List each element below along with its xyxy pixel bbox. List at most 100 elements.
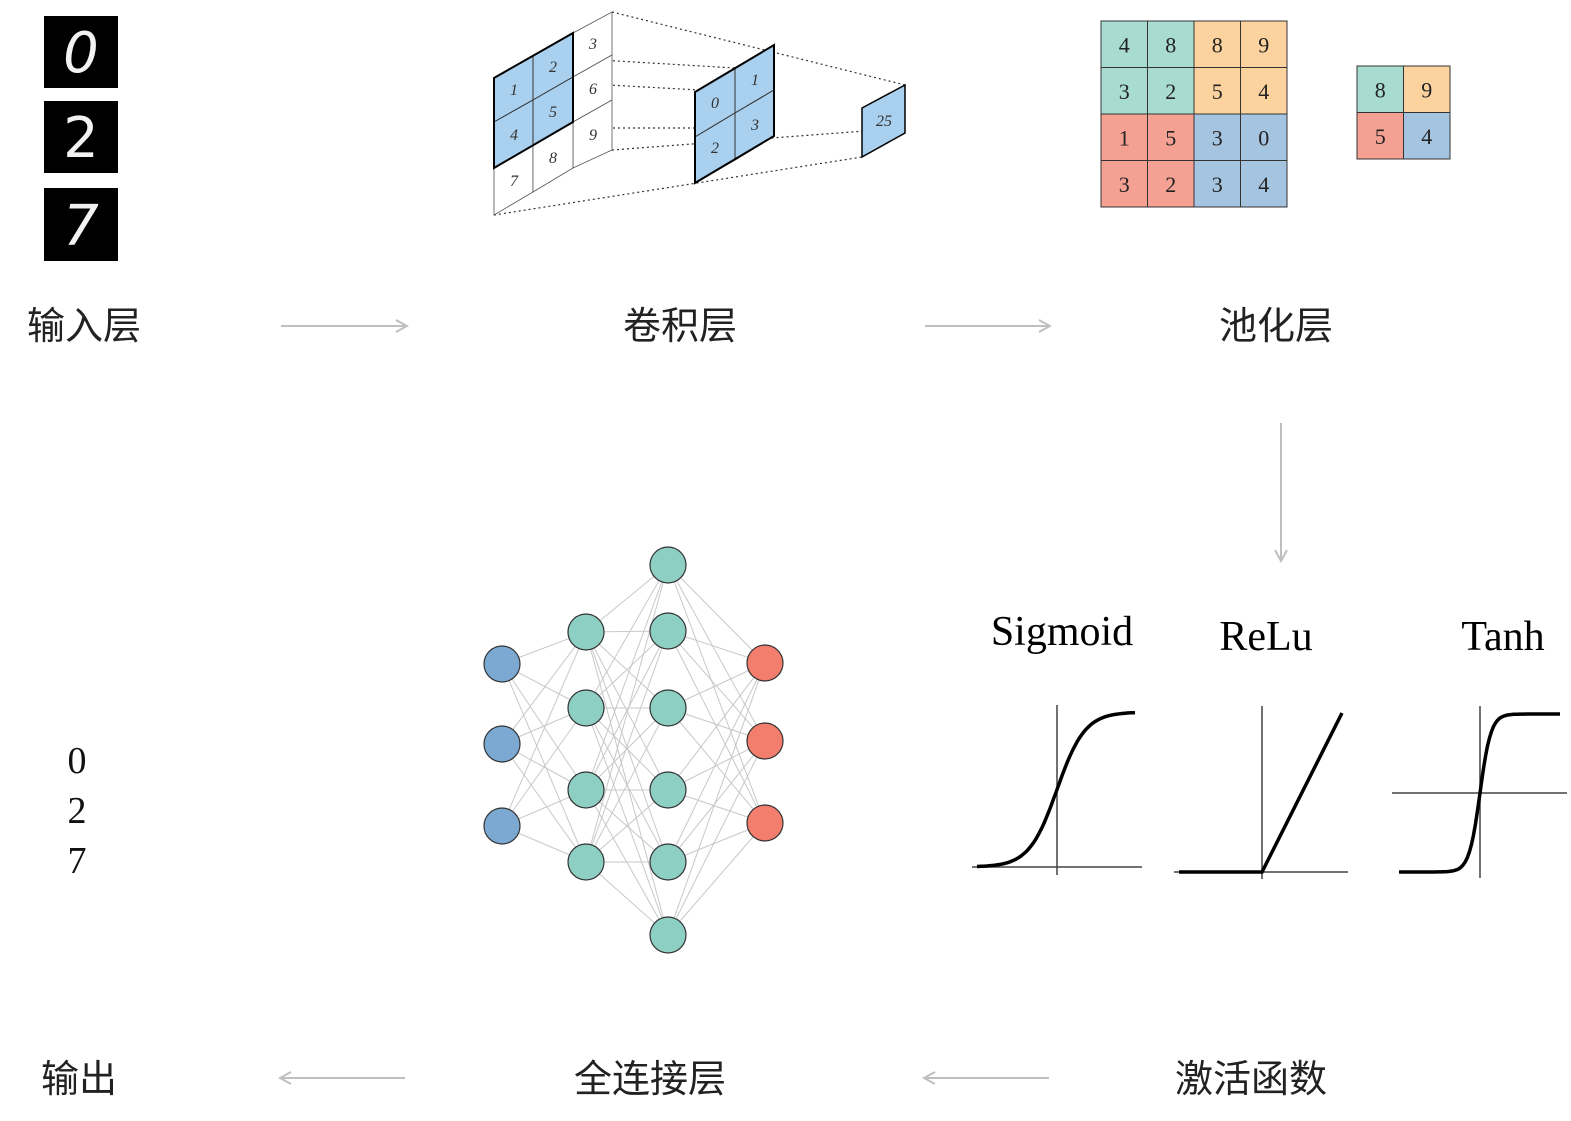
output-node (746, 722, 784, 760)
hidden-node (567, 689, 605, 727)
pool-cell (1240, 20, 1288, 68)
pooled-cell (1403, 112, 1451, 160)
pool-cell-value: 3 (1212, 172, 1223, 197)
network-edge (667, 564, 766, 742)
hidden-node (649, 689, 687, 727)
digit-image-label: 2 (63, 106, 99, 171)
conv-input-cell: 7 (510, 173, 519, 190)
pool-cell-value: 3 (1119, 79, 1130, 104)
pooled-cell (1403, 65, 1451, 113)
pool-cell (1147, 160, 1195, 208)
pool-cell (1240, 67, 1288, 115)
hidden-node (567, 843, 605, 881)
convolution-illustration: 1 2 3 4 5 6 7 8 9 0 1 2 3 25 (493, 11, 906, 216)
pool-cell-value: 4 (1119, 32, 1130, 57)
digit-image-2: 2 (44, 101, 118, 173)
tanh-curve (1399, 712, 1560, 874)
conv-kernel-cell: 3 (750, 117, 759, 134)
network-edge (667, 662, 766, 791)
digit-image-label: 0 (63, 21, 99, 86)
pool-cell-value: 8 (1212, 32, 1223, 57)
pool-cell (1193, 160, 1241, 208)
conv-result-value: 25 (876, 113, 892, 130)
conv-input-cell: 9 (589, 127, 597, 144)
hidden-node (649, 843, 687, 881)
network-edge (501, 663, 587, 791)
network-edge (585, 630, 669, 791)
pooled-cell-value: 5 (1375, 124, 1386, 149)
stage-label-conv: 卷积层 (623, 304, 737, 348)
network-edge (667, 822, 766, 936)
pool-cell (1100, 113, 1148, 161)
pool-cell-value: 8 (1165, 32, 1176, 57)
digit-image-0: 0 (44, 16, 118, 88)
network-edges (501, 564, 766, 936)
pool-cell (1147, 113, 1195, 161)
activation-functions: Sigmoid ReLu Tanh (972, 609, 1567, 879)
network-edge (585, 630, 669, 709)
pooling-output-grid: 8 9 5 4 (1356, 65, 1451, 160)
pooled-cell-value: 4 (1421, 124, 1432, 149)
network-edge (667, 740, 766, 863)
conv-input-cell: 1 (510, 82, 518, 99)
hidden-node (567, 771, 605, 809)
digit-image-label: 7 (63, 194, 99, 259)
pooled-cell (1356, 112, 1404, 160)
relu-plot (1174, 706, 1348, 879)
pooled-cell-value: 9 (1421, 77, 1432, 102)
digit-image-7: 7 (44, 188, 118, 261)
stage-label-input: 输入层 (27, 304, 141, 348)
stage-label-pool: 池化层 (1219, 304, 1333, 348)
pool-cell-value: 4 (1258, 79, 1269, 104)
input-node (483, 645, 521, 683)
network-edge (585, 707, 669, 936)
pool-cell-value: 2 (1165, 172, 1176, 197)
network-edge (501, 631, 587, 745)
stage-label-activation: 激活函数 (1175, 1057, 1327, 1101)
network-edge (501, 743, 587, 863)
relu-curve (1179, 712, 1344, 874)
input-node (483, 807, 521, 845)
network-edge (585, 707, 669, 863)
network-edge (585, 564, 669, 709)
conv-input-plane: 1 2 3 4 5 6 7 8 9 (493, 11, 613, 216)
conv-input-cell: 5 (549, 104, 557, 121)
flow-arrows (280, 326, 1281, 1078)
network-nodes (483, 546, 784, 954)
conv-input-cell: 4 (510, 127, 518, 144)
conv-input-cell: 6 (589, 81, 597, 98)
relu-title: ReLu (1219, 614, 1312, 660)
output-node (746, 804, 784, 842)
conv-input-cell: 3 (588, 36, 597, 53)
pool-cell-value: 4 (1258, 172, 1269, 197)
hidden-node (567, 613, 605, 651)
stage-label-fc: 全连接层 (574, 1057, 726, 1101)
pool-cell-value: 5 (1212, 79, 1223, 104)
pooling-illustration: 4 8 8 9 3 2 5 4 1 5 3 0 3 2 3 4 8 9 5 4 (1100, 20, 1451, 208)
pool-cell-value: 5 (1165, 125, 1176, 150)
pool-cell (1147, 20, 1195, 68)
network-edge (585, 564, 669, 863)
pool-cell-value: 9 (1258, 32, 1269, 57)
pool-cell (1147, 67, 1195, 115)
conv-kernel-cell: 1 (751, 72, 759, 89)
conv-kernel-cell: 2 (711, 140, 719, 157)
pool-cell (1240, 160, 1288, 208)
pooling-input-grid: 4 8 8 9 3 2 5 4 1 5 3 0 3 2 3 4 (1100, 20, 1288, 208)
conv-input-cell: 2 (549, 59, 557, 76)
hidden-node (649, 771, 687, 809)
pooled-cell (1356, 65, 1404, 113)
sigmoid-plot (972, 705, 1142, 875)
pool-cell-value: 2 (1165, 79, 1176, 104)
output-digit: 0 (68, 740, 87, 782)
pooled-cell-value: 8 (1375, 77, 1386, 102)
conv-kernel-plane: 0 1 2 3 (694, 43, 775, 185)
network-edge (501, 707, 587, 827)
network-edge (667, 564, 766, 664)
hidden-node (649, 916, 687, 954)
output-digit: 2 (68, 790, 87, 832)
network-edge (501, 631, 587, 827)
network-edge (667, 564, 766, 824)
sigmoid-title: Sigmoid (991, 609, 1133, 655)
